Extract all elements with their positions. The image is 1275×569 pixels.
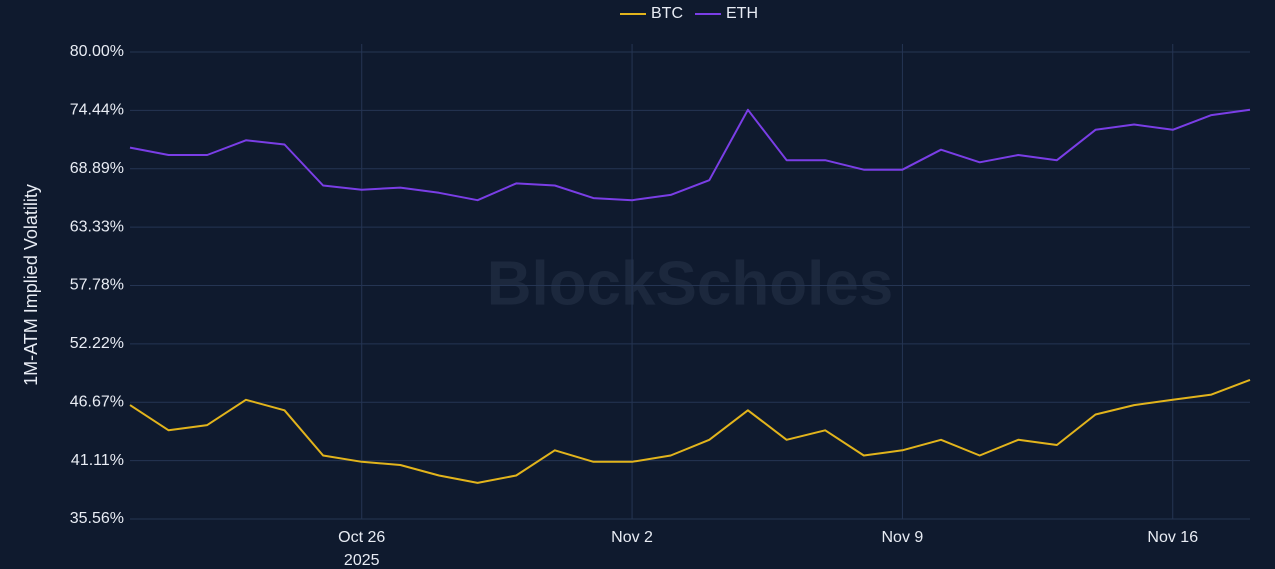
y-tick-label: 41.11% — [71, 452, 124, 469]
x-tick-year: 2025 — [344, 552, 380, 569]
y-tick-label: 46.67% — [70, 393, 124, 410]
watermark: BlockScholes — [487, 249, 894, 318]
y-tick-label: 57.78% — [70, 277, 124, 294]
y-tick-label: 63.33% — [70, 218, 124, 235]
y-axis-label: 1M-ATM Implied Volatility — [21, 184, 41, 386]
x-tick-label: Nov 16 — [1147, 529, 1198, 546]
series-line — [129, 378, 1251, 484]
x-tick-label: Nov 2 — [611, 529, 653, 546]
y-tick-label: 68.89% — [70, 160, 124, 177]
series-line — [129, 108, 1251, 202]
y-tick-label: 74.44% — [70, 102, 124, 119]
x-tick-label: Oct 26 — [338, 529, 385, 546]
legend-label: ETH — [726, 5, 758, 22]
x-tick-label: Nov 9 — [882, 529, 924, 546]
y-tick-label: 35.56% — [70, 510, 124, 527]
legend-label: BTC — [651, 5, 683, 22]
y-tick-label: 80.00% — [70, 43, 124, 60]
y-tick-label: 52.22% — [70, 335, 124, 352]
